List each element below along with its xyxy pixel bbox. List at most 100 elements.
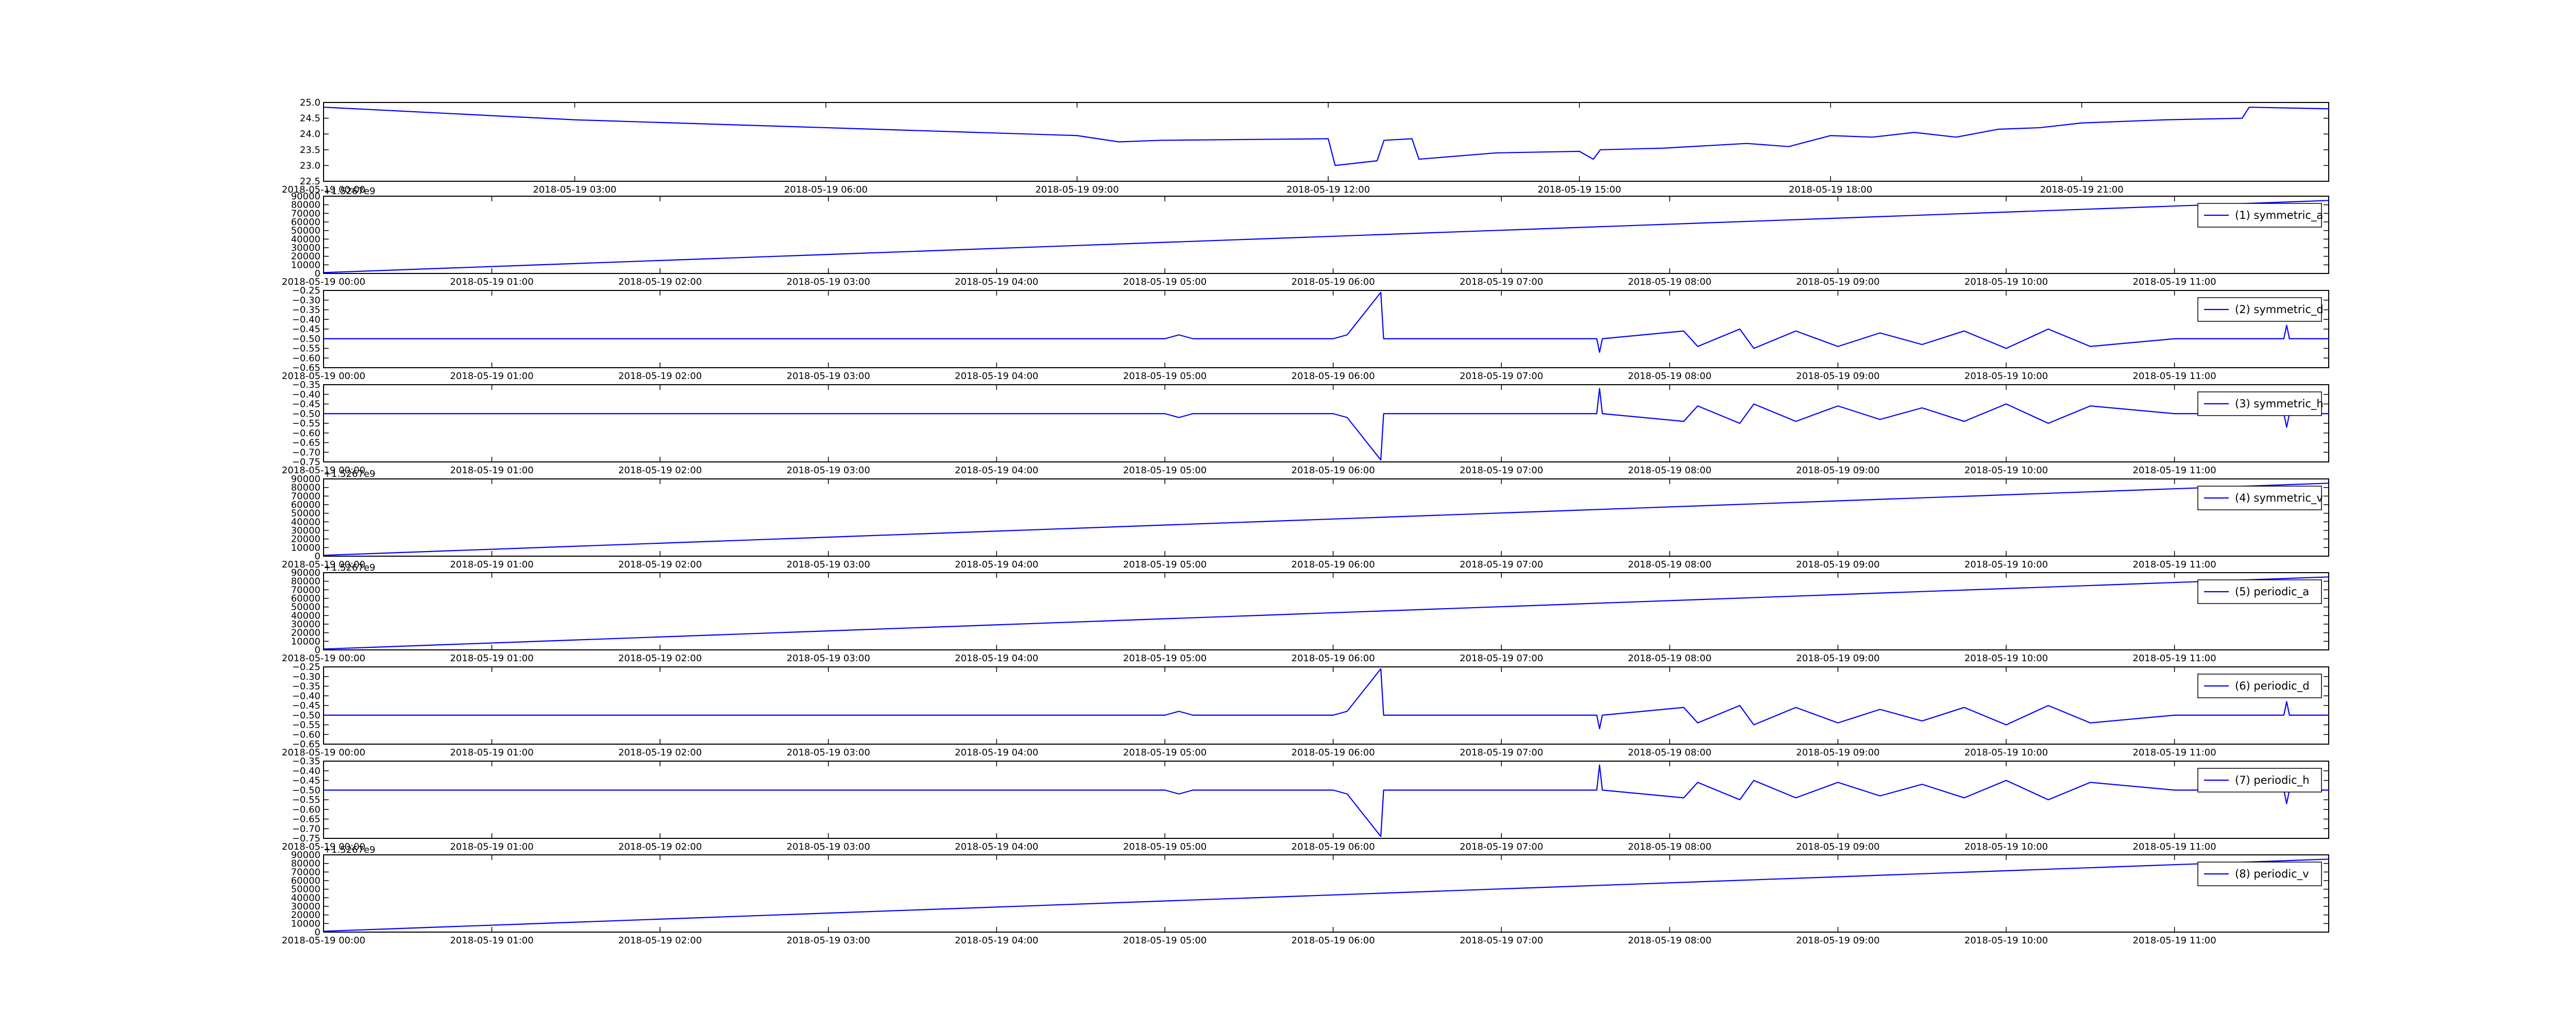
x-tick-label: 2018-05-19 03:00 — [787, 747, 870, 758]
y-tick-label: 0 — [315, 927, 320, 938]
x-tick-label: 2018-05-19 11:00 — [2133, 653, 2216, 664]
x-tick-label: 2018-05-19 11:00 — [2133, 465, 2216, 476]
y-tick-label: 10000 — [291, 542, 320, 553]
x-tick-label: 2018-05-19 07:00 — [1460, 277, 1543, 287]
x-tick-label: 2018-05-19 07:00 — [1460, 653, 1543, 664]
x-tick-label: 2018-05-19 03:00 — [787, 935, 870, 946]
y-tick-label: 60000 — [291, 875, 320, 886]
y-tick-label: −0.55 — [292, 795, 320, 805]
x-tick-label: 2018-05-19 01:00 — [450, 747, 533, 758]
x-tick-label: 2018-05-19 01:00 — [450, 841, 533, 852]
legend-label: (3) symmetric_h — [2235, 398, 2324, 410]
y-tick-label: 23.5 — [300, 145, 320, 156]
y-tick-label: 70000 — [291, 584, 320, 595]
x-tick-label: 2018-05-19 03:00 — [787, 277, 870, 287]
x-tick-label: 2018-05-19 05:00 — [1123, 371, 1207, 382]
y-tick-label: 60000 — [291, 217, 320, 228]
legend-label: (2) symmetric_d — [2235, 303, 2324, 316]
x-tick-label: 2018-05-19 05:00 — [1123, 841, 1207, 852]
y-tick-label: −0.70 — [292, 823, 320, 834]
data-line — [324, 291, 2329, 353]
y-tick-label: −0.60 — [292, 804, 320, 815]
x-tick-label: 2018-05-19 09:00 — [1796, 465, 1879, 476]
x-tick-label: 2018-05-19 18:00 — [1789, 184, 1872, 195]
y-tick-label: −0.50 — [292, 408, 320, 419]
x-tick-label: 2018-05-19 02:00 — [618, 277, 702, 287]
x-tick-label: 2018-05-19 04:00 — [955, 465, 1038, 476]
x-tick-label: 2018-05-19 07:00 — [1460, 935, 1543, 946]
y-tick-label: 50000 — [291, 226, 320, 236]
y-tick-label: 0 — [315, 645, 320, 656]
y-tick-label: −0.30 — [292, 295, 320, 306]
y-tick-label: −0.65 — [292, 739, 320, 750]
x-tick-label: 2018-05-19 10:00 — [1964, 371, 2048, 382]
y-tick-label: −0.40 — [292, 691, 320, 701]
x-tick-label: 2018-05-19 04:00 — [955, 841, 1038, 852]
y-tick-label: 80000 — [291, 858, 320, 869]
offset-text: +1.5267e9 — [324, 562, 376, 573]
y-tick-label: 40000 — [291, 517, 320, 527]
axes-frame — [323, 290, 2329, 368]
data-line — [324, 764, 2329, 837]
x-tick-label: 2018-05-19 10:00 — [1964, 747, 2048, 758]
y-tick-label: 20000 — [291, 534, 320, 545]
x-tick-label: 2018-05-19 00:00 — [282, 184, 365, 195]
x-tick-label: 2018-05-19 03:00 — [787, 371, 870, 382]
y-tick-label: 60000 — [291, 500, 320, 510]
x-tick-label: 2018-05-19 08:00 — [1628, 559, 1711, 570]
data-line — [324, 668, 2329, 730]
y-tick-label: −0.40 — [292, 389, 320, 400]
x-tick-label: 2018-05-19 00:00 — [282, 277, 365, 287]
x-tick-label: 2018-05-19 06:00 — [1292, 277, 1375, 287]
x-tick-label: 2018-05-19 03:00 — [787, 559, 870, 570]
y-tick-label: −0.50 — [292, 334, 320, 345]
x-tick-label: 2018-05-19 11:00 — [2133, 747, 2216, 758]
y-tick-label: 90000 — [291, 567, 320, 578]
y-tick-label: 80000 — [291, 483, 320, 493]
x-tick-label: 2018-05-19 09:00 — [1035, 184, 1118, 195]
y-tick-label: 60000 — [291, 593, 320, 604]
y-tick-label: −0.35 — [292, 681, 320, 692]
axes-frame — [323, 761, 2329, 839]
x-tick-label: 2018-05-19 00:00 — [282, 935, 365, 946]
x-tick-label: 2018-05-19 07:00 — [1460, 371, 1543, 382]
x-tick-label: 2018-05-19 08:00 — [1628, 841, 1711, 852]
x-tick-label: 2018-05-19 11:00 — [2133, 371, 2216, 382]
y-tick-label: 80000 — [291, 576, 320, 587]
x-tick-label: 2018-05-19 06:00 — [1292, 935, 1375, 946]
offset-text: +1.5267e9 — [324, 469, 376, 479]
x-tick-label: 2018-05-19 11:00 — [2133, 841, 2216, 852]
x-tick-label: 2018-05-19 01:00 — [450, 371, 533, 382]
legend-label: (5) periodic_a — [2235, 586, 2309, 598]
axes-frame — [323, 102, 2329, 182]
y-tick-label: −0.70 — [292, 447, 320, 458]
y-tick-label: 24.5 — [300, 113, 320, 124]
x-tick-label: 2018-05-19 09:00 — [1796, 371, 1879, 382]
y-tick-label: −0.55 — [292, 418, 320, 429]
x-tick-label: 2018-05-19 09:00 — [1796, 653, 1879, 664]
y-tick-label: 25.0 — [300, 97, 320, 108]
y-tick-label: −0.45 — [292, 700, 320, 711]
x-tick-label: 2018-05-19 12:00 — [1286, 184, 1370, 195]
y-tick-label: −0.55 — [292, 720, 320, 731]
x-tick-label: 2018-05-19 02:00 — [618, 935, 702, 946]
y-tick-label: 70000 — [291, 491, 320, 502]
y-tick-label: 20000 — [291, 628, 320, 639]
x-tick-label: 2018-05-19 01:00 — [450, 935, 533, 946]
x-tick-label: 2018-05-19 10:00 — [1964, 559, 2048, 570]
y-tick-label: 10000 — [291, 636, 320, 647]
x-tick-label: 2018-05-19 06:00 — [1292, 559, 1375, 570]
x-tick-label: 2018-05-19 09:00 — [1796, 559, 1879, 570]
x-tick-label: 2018-05-19 10:00 — [1964, 277, 2048, 287]
y-tick-label: −0.75 — [292, 833, 320, 844]
x-tick-label: 2018-05-19 03:00 — [787, 653, 870, 664]
x-tick-label: 2018-05-19 05:00 — [1123, 935, 1207, 946]
y-tick-label: −0.35 — [292, 756, 320, 767]
x-tick-label: 2018-05-19 09:00 — [1796, 747, 1879, 758]
x-tick-label: 2018-05-19 05:00 — [1123, 559, 1207, 570]
x-tick-label: 2018-05-19 00:00 — [282, 371, 365, 382]
y-tick-label: 20000 — [291, 910, 320, 921]
y-tick-label: 40000 — [291, 610, 320, 621]
x-tick-label: 2018-05-19 07:00 — [1460, 559, 1543, 570]
x-tick-label: 2018-05-19 06:00 — [1292, 653, 1375, 664]
